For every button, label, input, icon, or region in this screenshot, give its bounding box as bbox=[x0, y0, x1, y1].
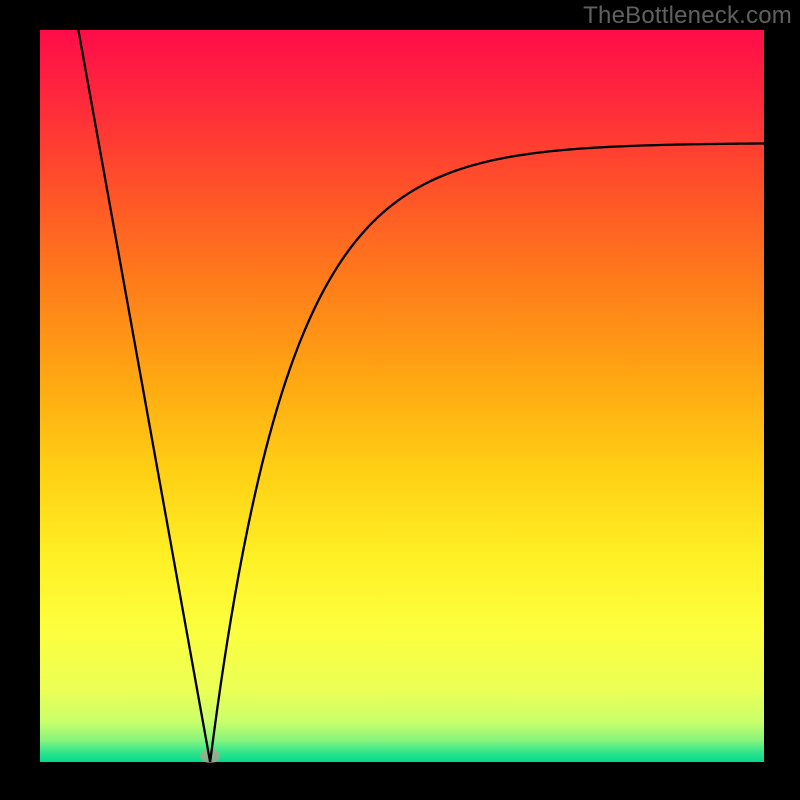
plot-background-gradient bbox=[40, 30, 764, 762]
watermark-text: TheBottleneck.com bbox=[583, 2, 792, 30]
chart-container: { "watermark": "TheBottleneck.com", "can… bbox=[0, 0, 800, 800]
bottleneck-chart bbox=[0, 0, 800, 800]
